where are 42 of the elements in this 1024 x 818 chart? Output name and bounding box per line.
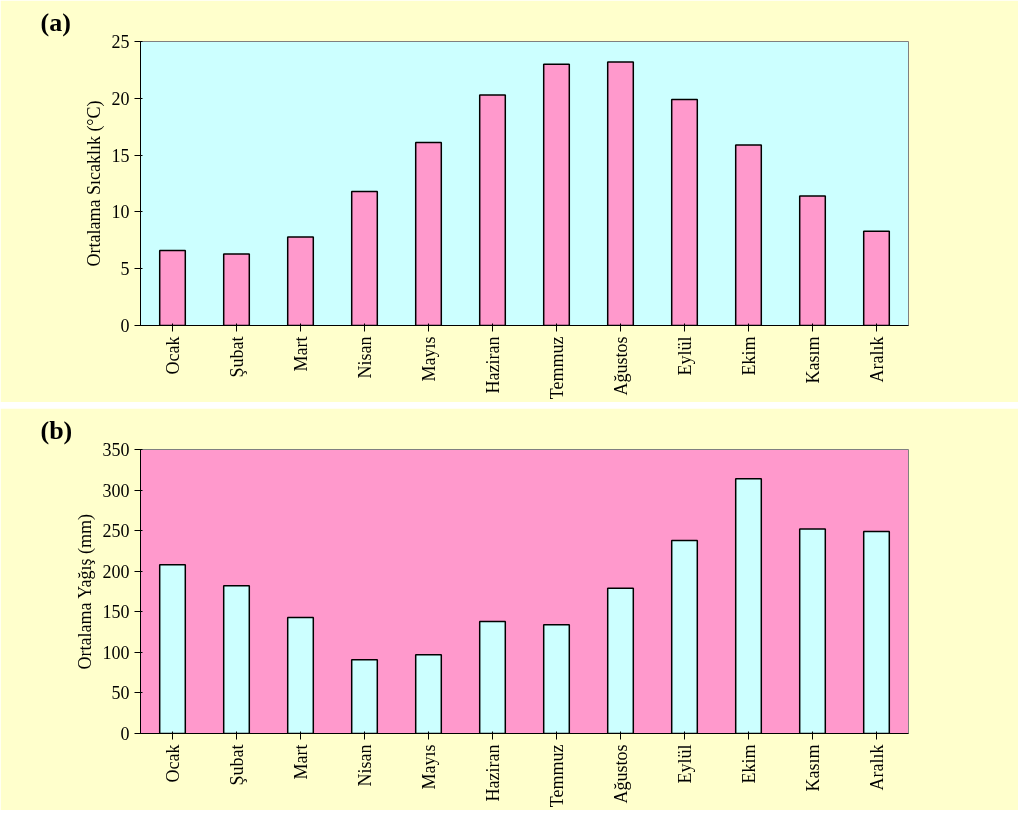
x-tick-label: Ekim xyxy=(738,336,759,376)
x-tick-label: Ekim xyxy=(738,744,759,784)
x-tick-label: Mart xyxy=(290,744,311,780)
x-tick-label: Temmuz xyxy=(546,744,567,808)
y-axis-title: Ortalama Sıcaklık (°C) xyxy=(83,100,105,267)
x-tick-label: Haziran xyxy=(482,744,503,802)
x-tick-label: Nisan xyxy=(354,336,375,379)
y-tick-label: 350 xyxy=(102,440,130,460)
x-tick-label: Şubat xyxy=(226,336,247,378)
chart-title: (b) xyxy=(40,415,73,445)
x-tick-label: Ocak xyxy=(162,336,183,375)
y-tick-label: 5 xyxy=(120,259,130,280)
y-tick-label: 10 xyxy=(111,202,130,223)
x-tick-label: Mayıs xyxy=(418,744,439,790)
y-tick-label: 25 xyxy=(111,32,130,52)
y-tick-label: 0 xyxy=(120,724,130,744)
x-tick-label: Kasım xyxy=(802,744,823,792)
y-tick-label: 250 xyxy=(102,521,130,542)
x-tick-label: Mart xyxy=(290,336,311,372)
x-tick-label: Aralık xyxy=(866,744,887,791)
x-tick-label: Eylül xyxy=(674,336,695,376)
chart-title: (a) xyxy=(40,7,71,37)
x-tick-label: Ocak xyxy=(162,744,183,783)
y-tick-label: 150 xyxy=(102,602,130,623)
y-tick-label: 50 xyxy=(111,683,130,704)
x-tick-label: Temmuz xyxy=(546,336,567,400)
x-tick-label: Nisan xyxy=(354,744,375,787)
y-tick-label: 300 xyxy=(102,480,130,501)
x-tick-label: Şubat xyxy=(226,744,247,786)
x-tick-label: Kasım xyxy=(802,336,823,384)
y-tick-label: 20 xyxy=(111,88,130,109)
x-tick-label: Aralık xyxy=(866,336,887,383)
x-tick-label: Ağustos xyxy=(610,744,631,804)
y-axis-title: Ortalama Yağış (mm) xyxy=(74,514,96,670)
x-tick-label: Eylül xyxy=(674,744,695,784)
x-tick-label: Ağustos xyxy=(610,336,631,396)
y-tick-label: 200 xyxy=(102,561,130,582)
x-tick-label: Mayıs xyxy=(418,336,439,382)
y-tick-label: 0 xyxy=(120,316,130,336)
y-tick-label: 15 xyxy=(111,145,130,166)
x-tick-label: Haziran xyxy=(482,336,503,394)
y-tick-label: 100 xyxy=(102,642,130,663)
